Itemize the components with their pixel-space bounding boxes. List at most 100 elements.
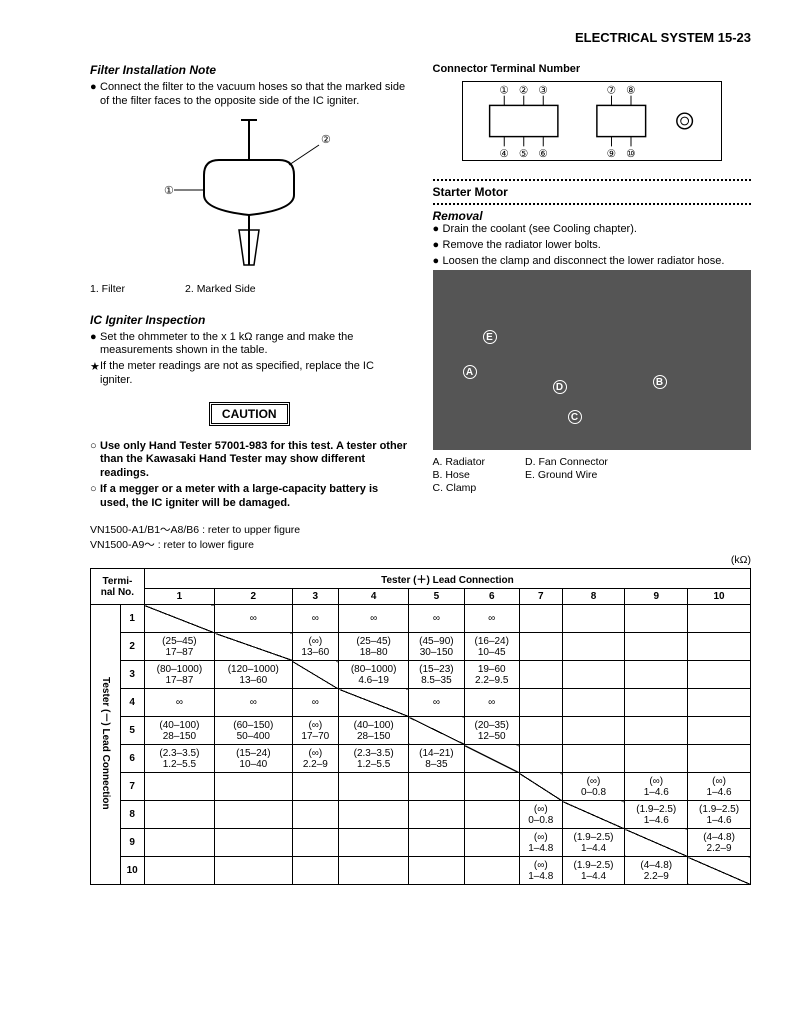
th-top: Tester (＋) Lead Connection [144,569,750,589]
th-col: 10 [688,589,751,605]
table-cell [339,773,409,801]
bullet-text: Connect the filter to the vacuum hoses s… [100,81,409,109]
svg-text:⑦: ⑦ [606,85,616,97]
th-col: 7 [519,589,562,605]
table-cell: ∞ [144,689,214,717]
table-cell: (∞) 2.2–9 [292,745,338,773]
th-col: 3 [292,589,338,605]
table-cell [625,633,688,661]
igniter-bullet-1: ● Set the ohmmeter to the x 1 kΩ range a… [90,331,409,359]
connector-diagram: ①②③ ⑦⑧ ④⑤⑥ ⑨⑩ [433,81,752,161]
table-cell: (20–35) 12–50 [464,717,519,745]
table-cell: (∞) 1–4.8 [519,857,562,885]
photo-label-a: A [463,365,477,379]
svg-text:⑤: ⑤ [519,148,529,160]
table-cell: (45–90) 30–150 [409,633,464,661]
starter-title: Starter Motor [433,185,752,199]
table-cell [562,745,625,773]
table-cell: 19–60 2.2–9.5 [464,661,519,689]
dotted-divider [433,179,752,181]
th-col: 8 [562,589,625,605]
filter-note-title: Filter Installation Note [90,63,409,77]
svg-text:①: ① [499,85,509,97]
table-cell: (4–4.8) 2.2–9 [625,857,688,885]
table-cell: (1.9–2.5) 1–4.4 [562,829,625,857]
legend-1: 1. Filter [90,283,125,295]
bullet-text: Use only Hand Tester 57001-983 for this … [100,440,409,481]
photo-legend-right: D. Fan Connector E. Ground Wire [525,456,608,495]
filter-diagram: ① ② [90,115,409,275]
legend-item: E. Ground Wire [525,469,608,481]
table-cell [409,773,464,801]
connector-title: Connector Terminal Number [433,63,752,75]
table-cell: (2.3–3.5) 1.2–5.5 [144,745,214,773]
table-cell: (2.3–3.5) 1.2–5.5 [339,745,409,773]
photo: E A D B C [433,270,752,450]
main-columns: Filter Installation Note ● Connect the f… [90,63,751,512]
table-cell: ∞ [215,605,293,633]
table-cell [464,829,519,857]
svg-text:①: ① [164,185,174,197]
table-cell: (25–45) 18–80 [339,633,409,661]
bullet-text: Set the ohmmeter to the x 1 kΩ range and… [100,331,409,359]
table-cell [144,857,214,885]
table-cell: (∞) 17–70 [292,717,338,745]
table-cell: (∞) 1–4.6 [625,773,688,801]
table-cell [625,689,688,717]
table-cell [409,717,464,745]
table-cell: (4–4.8) 2.2–9 [688,829,751,857]
table-cell: (25–45) 17–87 [144,633,214,661]
table-cell [215,829,293,857]
table-cell: (120–1000) 13–60 [215,661,293,689]
table-cell [215,773,293,801]
bullet-text: Remove the radiator lower bolts. [443,239,752,253]
table-cell [292,801,338,829]
caution-bullet-1: ○ Use only Hand Tester 57001-983 for thi… [90,440,409,481]
table-cell [688,633,751,661]
table-cell: (∞) 1–4.6 [688,773,751,801]
table-cell: ∞ [215,689,293,717]
table-cell [688,717,751,745]
table-cell: (∞) 0–0.8 [562,773,625,801]
right-column: Connector Terminal Number ①②③ ⑦⑧ ④⑤⑥ ⑨⑩ … [433,63,752,512]
table-cell [339,857,409,885]
table-cell [562,661,625,689]
table-cell: (15–24) 10–40 [215,745,293,773]
table-cell [292,773,338,801]
caution-box: CAUTION [209,402,290,426]
table-cell [562,605,625,633]
table-cell: (14–21) 8–35 [409,745,464,773]
th-col: 5 [409,589,464,605]
table-cell [562,633,625,661]
table-cell [625,661,688,689]
th-col: 9 [625,589,688,605]
filter-legend: 1. Filter 2. Marked Side [90,283,409,295]
th-rownum: 10 [120,857,144,885]
photo-label-b: B [653,375,667,389]
table-cell [688,605,751,633]
legend-2: 2. Marked Side [185,283,256,295]
caution-bullet-2: ○ If a megger or a meter with a large-ca… [90,483,409,511]
model-notes: VN1500-A1/B1～A8/B6 : reter to upper figu… [90,522,751,552]
unit-label: (kΩ) [90,554,751,566]
bullet-mark: ○ [90,483,100,511]
table-cell [464,857,519,885]
table-cell [625,717,688,745]
model-note-1: VN1500-A1/B1～A8/B6 : reter to upper figu… [90,522,751,537]
table-cell [339,829,409,857]
th-rownum: 4 [120,689,144,717]
igniter-title: IC Igniter Inspection [90,313,409,327]
legend-item: D. Fan Connector [525,456,608,468]
table-cell: ∞ [409,605,464,633]
table-cell: (16–24) 10–45 [464,633,519,661]
th-col: 1 [144,589,214,605]
bullet-mark: ● [90,81,100,109]
table-cell: (∞) 13–60 [292,633,338,661]
table-cell [339,689,409,717]
table-cell: (60–150) 50–400 [215,717,293,745]
table-cell [519,605,562,633]
svg-text:④: ④ [499,148,509,160]
table-cell [409,801,464,829]
page-header: ELECTRICAL SYSTEM 15-23 [90,30,751,45]
legend-item: B. Hose [433,469,486,481]
